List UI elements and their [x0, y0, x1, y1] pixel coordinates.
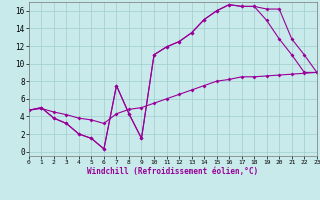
X-axis label: Windchill (Refroidissement éolien,°C): Windchill (Refroidissement éolien,°C) [87, 167, 258, 176]
